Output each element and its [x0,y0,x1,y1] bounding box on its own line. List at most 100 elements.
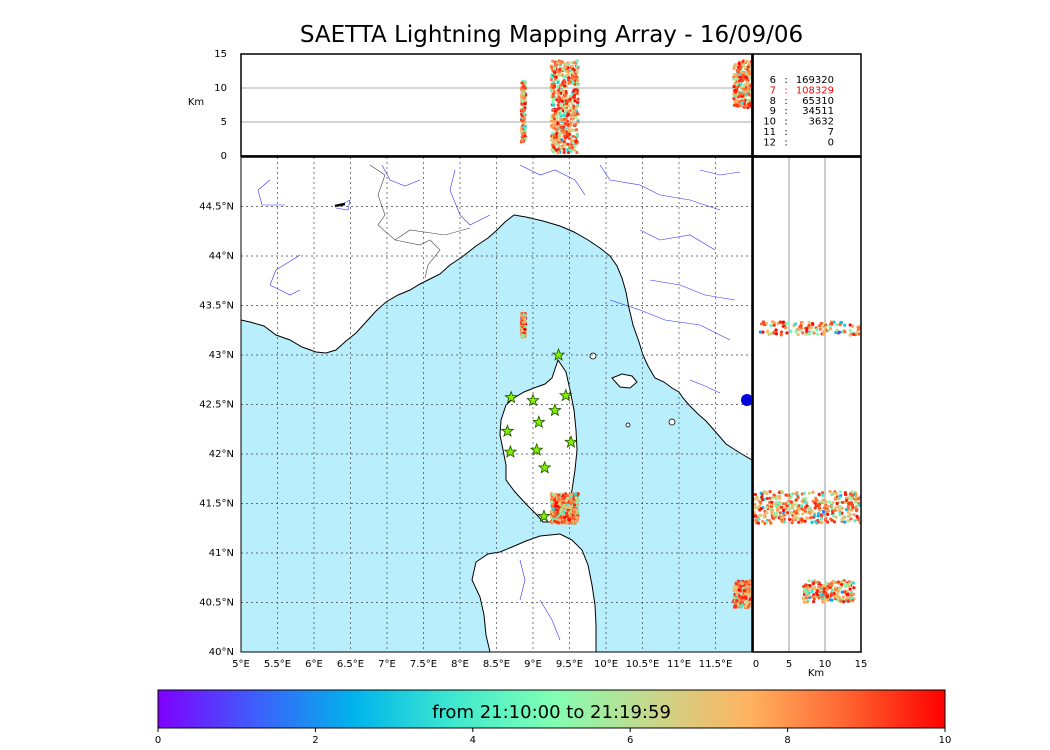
longitude-tick-label: 8.5°E [483,659,510,670]
longitude-labels: 5°E 5.5°E 6°E 6.5°E 7°E 7.5°E 8°E 8.5°E 9°E 9.5°E… [232,659,732,670]
latitude-labels: 40°N 40.5°N 41°N 41.5°N 42°N 42.5°N 43°N 43.5°N… [199,202,234,659]
land-corsica [500,360,577,522]
station-number: 8 [770,96,776,107]
source-count: 0 [828,137,834,148]
station-count-row: 9: 34511 [770,106,834,117]
longitude-tick-label: 8°E [451,659,469,670]
colorbar-tick-label: 6 [627,735,633,746]
station-star-icon [558,388,573,402]
longitude-tick-label: 9°E [524,659,542,670]
station-star-icon [504,390,518,404]
separator: : [784,106,787,117]
station-count-row: 7:108329 [770,85,834,96]
station-count-rows: 6:1693207:1083298:653109:3451110:363211:… [763,75,834,148]
latitude-tick-label: 44.5°N [199,202,234,213]
station-count-row: 11: 7 [763,127,834,138]
colorbar-tick-label: 8 [784,735,790,746]
blue-marker [741,394,752,406]
altitude-grid [241,87,752,123]
longitude-tick-label: 6.5°E [337,659,364,670]
latitude-tick-label: 42°N [209,449,234,460]
altitude-tick-label-right: 15 [855,659,868,670]
altitude-labels: 0 5 10 15 [214,49,227,162]
altitude-tick-label: 15 [214,49,227,60]
station-star-icon [548,403,562,417]
source-count: 7 [828,127,834,138]
lightning-sources-lon-alt [519,59,752,155]
land-islet [669,419,675,425]
latitude-tick-label: 41.5°N [199,499,234,510]
longitude-tick-label: 9.5°E [556,659,583,670]
station-star-icon [537,460,552,474]
station-star-icon [529,442,544,456]
land-sardinia [472,534,596,652]
separator: : [784,127,787,138]
station-count-panel: 6:1693207:1083298:653109:3451110:363211:… [752,53,862,157]
map-title: SAETTA Lightning Mapping Array - 16/09/0… [299,22,804,48]
lightning-sources-alt-lat [753,320,861,604]
altitude-tick-label-right: 0 [753,659,759,670]
land-islet [590,353,596,359]
station-number: 7 [770,85,776,96]
latitude-tick-label: 40°N [209,647,234,658]
colorbar-tick-label: 0 [155,735,161,746]
stations [500,347,578,523]
station-count-row: 8: 65310 [770,96,834,107]
latitude-tick-label: 43°N [209,350,234,361]
longitude-tick-label: 10°E [594,659,618,670]
coastlines [241,202,752,652]
separator: : [784,137,787,148]
station-star-icon [503,444,518,458]
source-count: 34511 [802,106,834,117]
latitude-tick-label: 43.5°N [199,301,234,312]
station-number: 9 [770,106,776,117]
colorbar: 0 2 4 6 8 10 [155,689,952,746]
land-islet [626,423,630,427]
map-grid [241,157,752,652]
altitude-tick-label: 5 [221,117,227,128]
map-panel: 5°E 5.5°E 6°E 6.5°E 7°E 7.5°E 8°E 8.5°E 9°E 9.5°E… [199,156,753,670]
latitude-tick-label: 41°N [209,548,234,559]
altitude-tick-label: 10 [214,83,227,94]
station-count-row: 12: 0 [763,137,834,148]
station-star-icon [500,424,515,438]
longitude-tick-label: 11.5°E [699,659,733,670]
colorbar-tick-label: 4 [470,735,476,746]
colorbar-gradient [157,689,946,729]
station-star-icon [532,415,546,429]
separator: : [784,85,787,96]
altitude-tick-label: 0 [221,151,227,162]
longitude-tick-label: 5°E [232,659,250,670]
separator: : [784,117,787,128]
source-count: 108329 [796,85,834,96]
colorbar-label: from 21:10:00 to 21:19:59 [432,702,671,723]
station-number: 12 [763,137,776,148]
altitude-axis-label: Km [188,97,204,108]
rivers [257,164,741,641]
station-star-icon [564,434,578,448]
altitude-lat-panel: 0 5 10 15 Km [752,156,868,679]
altitude-tick-label-right: 10 [819,659,832,670]
longitude-tick-label: 5.5°E [264,659,291,670]
station-count-row: 6:169320 [770,75,834,86]
source-count: 169320 [796,75,834,86]
colorbar-ticks: 0 2 4 6 8 10 [155,728,952,746]
longitude-tick-label: 7°E [378,659,396,670]
altitude-lon-panel: 0 5 10 15 Km [188,49,753,162]
longitude-tick-label: 6°E [305,659,323,670]
station-star-icon [537,509,551,523]
station-number: 6 [770,75,776,86]
separator: : [784,96,787,107]
longitude-tick-label: 10.5°E [626,659,660,670]
longitude-tick-label: 11°E [667,659,691,670]
lightning-sources-plan [519,311,752,609]
altitude-labels-right: 0 5 10 15 [753,659,868,670]
latitude-tick-label: 42.5°N [199,400,234,411]
colorbar-tick-label: 2 [312,735,318,746]
colorbar-tick-label: 10 [939,735,952,746]
latitude-tick-label: 44°N [209,251,234,262]
longitude-tick-label: 7.5°E [410,659,437,670]
source-count: 3632 [809,117,834,128]
source-count: 65310 [802,96,834,107]
station-star-icon [551,347,566,361]
